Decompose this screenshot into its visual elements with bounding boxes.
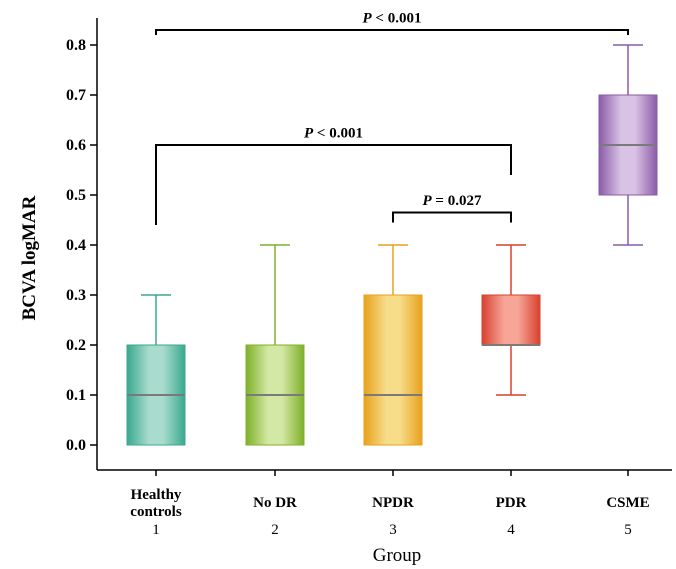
box-group-4 [481, 244, 541, 396]
p-value: < 0.001 [313, 126, 363, 142]
bracket-line [392, 211, 512, 223]
x-category-index: 2 [271, 522, 279, 538]
x-category-label: No DR [253, 495, 297, 511]
y-tick-label: 0.0 [66, 437, 86, 454]
x-category-index: 1 [152, 522, 160, 538]
x-category-label: controls [130, 504, 182, 520]
y-axis: 0.0 0.1 0.2 0.3 0.4 0.5 0.6 0.7 0.8 [66, 18, 98, 470]
y-tick-label: 0.6 [66, 137, 86, 154]
x-category-index: 3 [389, 522, 397, 538]
y-tick-label: 0.1 [66, 387, 86, 404]
x-category-label: NPDR [372, 495, 414, 511]
y-tick-label: 0.7 [66, 87, 86, 104]
p-value-label: P = 0.027 [423, 193, 482, 209]
p-value: < 0.001 [372, 11, 422, 27]
y-tick-label: 0.3 [66, 287, 86, 304]
p-value: = 0.027 [432, 193, 482, 209]
y-tick-label: 0.4 [66, 237, 86, 254]
x-category-label: Healthy [131, 487, 182, 503]
p-symbol: P [423, 193, 433, 209]
significance-bracket-3: P = 0.027 [392, 193, 512, 223]
bracket-line [155, 144, 512, 225]
y-axis-label: BCVA logMAR [19, 195, 40, 320]
significance-bracket-2: P < 0.001 [155, 126, 512, 225]
x-category-index: 5 [624, 522, 632, 538]
box-group-3 [363, 244, 423, 446]
y-tick-label: 0.8 [66, 37, 86, 54]
box [363, 294, 423, 446]
bracket-line [155, 29, 629, 35]
p-value-label: P < 0.001 [304, 126, 363, 142]
y-tick-label: 0.2 [66, 337, 86, 354]
x-category-label: PDR [496, 495, 527, 511]
significance-bracket-1: P < 0.001 [155, 11, 629, 35]
p-value-label: P < 0.001 [363, 11, 422, 27]
p-symbol: P [363, 11, 373, 27]
p-symbol: P [304, 126, 314, 142]
x-axis-label: Group [373, 545, 422, 566]
x-category-label: CSME [606, 495, 649, 511]
y-tick-label: 0.5 [66, 187, 86, 204]
box-group-5 [598, 44, 658, 246]
box-group-2 [245, 244, 305, 446]
box-group-1 [126, 294, 186, 446]
x-category-index: 4 [507, 522, 515, 538]
box [481, 294, 541, 346]
boxes-layer [126, 44, 658, 446]
